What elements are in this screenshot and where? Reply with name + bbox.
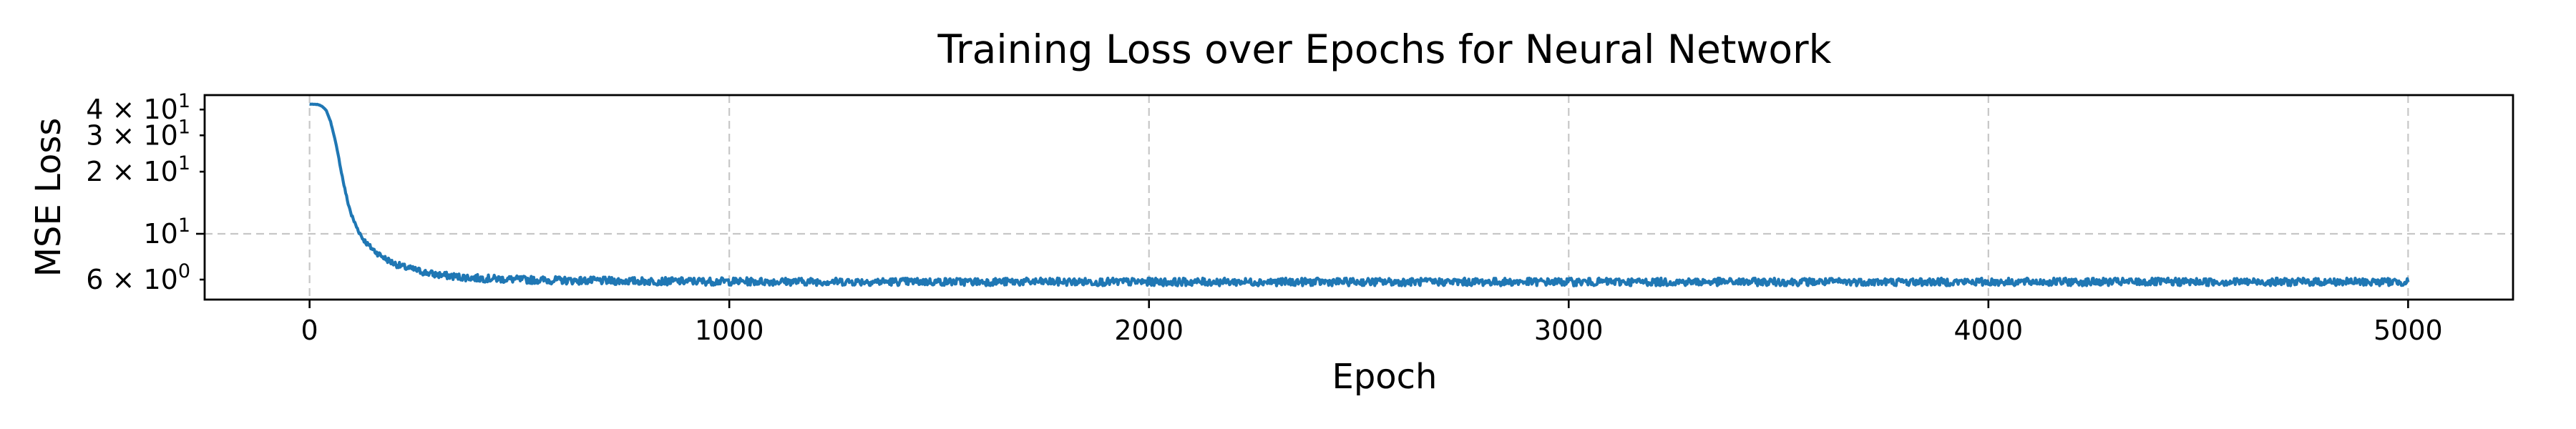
y-tick-label: 2 × 101 (86, 152, 190, 187)
y-tick-mantissa: 3 × 10 (86, 119, 178, 151)
y-tick-exponent: 1 (178, 116, 190, 138)
x-tick-label: 0 (301, 315, 318, 346)
x-tick-label: 3000 (1534, 315, 1604, 346)
y-tick-exponent: 0 (178, 260, 190, 282)
x-axis-label: Epoch (1332, 357, 1438, 397)
grid (205, 95, 2513, 300)
y-tick-mantissa: 6 × 10 (86, 264, 178, 295)
y-tick-exponent: 1 (178, 90, 190, 112)
y-tick-mantissa: 2 × 10 (86, 156, 178, 187)
y-tick-exponent: 1 (178, 214, 190, 237)
y-tick-mantissa: 10 (143, 218, 177, 250)
chart-title: Training Loss over Epochs for Neural Net… (937, 26, 1832, 72)
x-tick-label: 1000 (695, 315, 764, 346)
plot-frame (203, 94, 2514, 301)
y-tick-label: 101 (143, 214, 190, 250)
x-tick-label: 2000 (1114, 315, 1184, 346)
x-tick-label: 5000 (2373, 315, 2443, 346)
y-tick-label: 4 × 101 (86, 90, 190, 125)
y-axis-label: MSE Loss (29, 118, 69, 277)
y-tick-exponent: 1 (178, 152, 190, 174)
y-tick-label: 6 × 100 (86, 260, 190, 295)
loss-series-line (308, 102, 2410, 287)
y-tick-mantissa: 4 × 10 (86, 94, 178, 125)
plot-area (308, 102, 2410, 287)
x-tick-label: 4000 (1953, 315, 2023, 346)
y-tick-label: 3 × 101 (86, 116, 190, 151)
